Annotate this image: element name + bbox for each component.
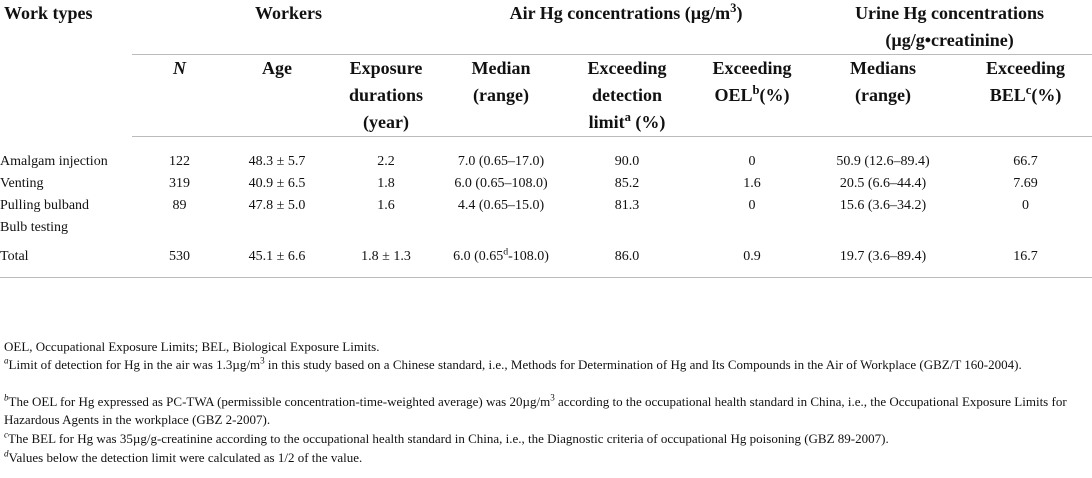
- cell-age: 40.9 ± 6.5: [248, 176, 306, 191]
- cell-air-exceed-detection: [557, 217, 697, 239]
- hg-concentration-table: Work types Workers Air Hg concentrations…: [0, 0, 1092, 278]
- table-row: Amalgam injection 122 48.3 ± 5.7 2.2 7.0…: [0, 137, 1092, 174]
- cell-age: 45.1 ± 6.6: [227, 239, 327, 278]
- cell-urine-exceed-bel: [959, 217, 1092, 239]
- cell-age: 48.3 ± 5.7: [248, 154, 306, 169]
- cell-exposure: 1.6: [377, 198, 395, 213]
- cell-air-median: 6.0 (0.65d-108.0): [445, 239, 558, 278]
- header-work-types: Work types: [4, 3, 93, 23]
- cell-air-exceed-detection: 86.0: [557, 239, 698, 278]
- cell-n: 530: [132, 239, 227, 278]
- cell-air-exceed-detection: 85.2: [614, 176, 640, 191]
- cell-air-exceed-oel: 0: [748, 154, 756, 169]
- cell-exposure: 2.2: [377, 154, 395, 169]
- cell-air-median: 7.0 (0.65–17.0): [457, 154, 545, 169]
- header-air-hg: Air Hg concentrations (µg/m3): [445, 0, 808, 55]
- cell-exposure: 1.8 ± 1.3: [327, 239, 446, 278]
- cell-air-exceed-detection: 90.0: [614, 154, 640, 169]
- cell-n: 319: [169, 176, 190, 191]
- cell-air-exceed-oel: 0.9: [697, 239, 808, 278]
- cell-age: [227, 217, 327, 239]
- row-label: Amalgam injection: [0, 153, 108, 169]
- cell-urine-median: 19.7 (3.6–89.4): [807, 239, 960, 278]
- cell-exposure: [327, 217, 445, 239]
- table-row: Bulb testing: [0, 217, 1092, 239]
- cell-urine-median: [807, 217, 959, 239]
- footnote-b: bThe OEL for Hg expressed as PC-TWA (per…: [4, 392, 1067, 427]
- row-label: Bulb testing: [0, 220, 69, 235]
- data-table-container: Work types Workers Air Hg concentrations…: [0, 0, 1092, 278]
- cell-air-exceed-detection: 81.3: [614, 198, 640, 213]
- row-label: Total: [0, 239, 132, 278]
- cell-urine-exceed-bel: 16.7: [959, 239, 1092, 278]
- cell-urine-exceed-bel: 0: [1022, 198, 1030, 213]
- row-label: Pulling bulband: [0, 198, 90, 213]
- cell-air-median: 4.4 (0.65–15.0): [457, 198, 545, 213]
- cell-air-exceed-oel: [697, 217, 807, 239]
- cell-urine-median: 50.9 (12.6–89.4): [836, 154, 930, 169]
- cell-urine-median: 20.5 (6.6–44.4): [839, 176, 927, 191]
- header-urine-hg: Urine Hg concentrations (µg/g•creatinine): [807, 0, 1092, 55]
- header-air-exceed-detection: Exceeding detection limita (%): [557, 54, 698, 137]
- header-n: N: [132, 54, 227, 137]
- header-air-exceed-oel: Exceeding OELb(%): [697, 54, 808, 137]
- cell-age: 47.8 ± 5.0: [248, 198, 306, 213]
- header-exposure: Exposure durations (year): [327, 54, 446, 137]
- header-row-groups: Work types Workers Air Hg concentrations…: [0, 0, 1092, 55]
- cell-urine-median: 15.6 (3.6–34.2): [839, 198, 927, 213]
- header-row-columns: N Age Exposure durations (year) Median (…: [0, 54, 1092, 137]
- table-row-total: Total 530 45.1 ± 6.6 1.8 ± 1.3 6.0 (0.65…: [0, 239, 1092, 278]
- row-label: Venting: [0, 176, 44, 191]
- footnote-d: dValues below the detection limit were c…: [4, 448, 363, 465]
- cell-air-median: [445, 217, 557, 239]
- cell-exposure: 1.8: [377, 176, 395, 191]
- cell-n: [132, 217, 227, 239]
- cell-n: 122: [169, 154, 190, 169]
- header-air-median: Median (range): [445, 54, 558, 137]
- header-urine-median: Medians (range): [807, 54, 960, 137]
- table-row: Pulling bulband 89 47.8 ± 5.0 1.6 4.4 (0…: [0, 195, 1092, 217]
- cell-air-median: 6.0 (0.65–108.0): [454, 176, 548, 191]
- header-urine-exceed-bel: Exceeding BELc(%): [959, 54, 1092, 137]
- cell-air-exceed-oel: 1.6: [743, 176, 761, 191]
- header-workers: Workers: [132, 0, 446, 55]
- table-row: Venting 319 40.9 ± 6.5 1.8 6.0 (0.65–108…: [0, 173, 1092, 195]
- header-age: Age: [227, 54, 327, 137]
- footnote-abbreviations: OEL, Occupational Exposure Limits; BEL, …: [4, 339, 380, 354]
- cell-urine-exceed-bel: 66.7: [1013, 154, 1038, 169]
- footnote-c: cThe BEL for Hg was 35µg/g-creatinine ac…: [4, 429, 889, 446]
- cell-air-exceed-oel: 0: [748, 198, 756, 213]
- footnote-a: aLimit of detection for Hg in the air wa…: [4, 355, 1022, 372]
- cell-n: 89: [172, 198, 187, 213]
- cell-urine-exceed-bel: 7.69: [1013, 176, 1038, 191]
